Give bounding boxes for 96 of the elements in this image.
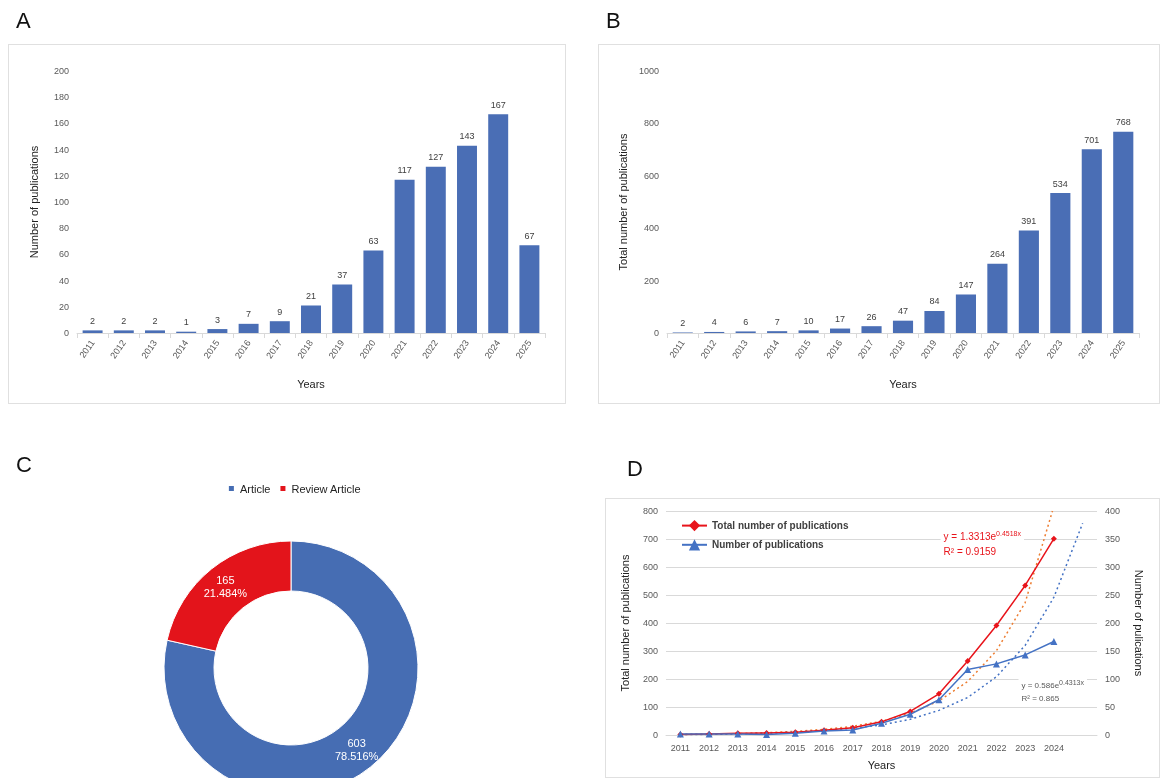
data-label: 127 xyxy=(428,152,444,163)
y2-tick-label: 150 xyxy=(1105,646,1121,656)
data-label: 391 xyxy=(1021,216,1037,227)
y2-tick-label: 200 xyxy=(1105,618,1121,628)
y-tick-label: 0 xyxy=(63,328,69,338)
y-tick-label: 140 xyxy=(53,144,69,155)
data-label: 4 xyxy=(711,317,717,328)
x-tick-label: 2020 xyxy=(928,742,949,753)
y-tick-label: 100 xyxy=(53,197,69,207)
y-axis-title: Total number of publications xyxy=(618,554,631,692)
data-label: 147 xyxy=(958,279,974,290)
chart-title: B xyxy=(606,8,621,34)
data-label: 37 xyxy=(337,270,348,281)
x-axis-title: Years xyxy=(297,377,326,390)
y-tick-label: 160 xyxy=(53,118,69,129)
y-tick-label: 800 xyxy=(642,506,658,516)
y-tick-label: 500 xyxy=(642,590,658,600)
data-label: 603 78.516% xyxy=(334,737,379,763)
data-label: 701 xyxy=(1084,134,1100,145)
chart-title: C xyxy=(16,452,32,478)
data-label: 2 xyxy=(90,315,96,326)
data-label: 2 xyxy=(121,315,127,326)
y-tick-label: 400 xyxy=(643,223,659,234)
y2-axis-title: Number of pulications xyxy=(1132,569,1145,677)
x-tick-label: 2019 xyxy=(900,742,921,753)
x-axis-title: Years xyxy=(889,377,918,390)
data-label: 534 xyxy=(1052,178,1068,189)
data-label: 2 xyxy=(680,317,686,328)
chart-title: A xyxy=(16,8,31,34)
x-tick-label: 2011 xyxy=(670,742,691,753)
legend-label: Total number of publications xyxy=(712,520,849,532)
data-label: 10 xyxy=(803,315,814,326)
y2-tick-label: 100 xyxy=(1105,674,1121,684)
y-tick-label: 20 xyxy=(58,301,69,312)
y-tick-label: 40 xyxy=(58,275,69,286)
x-tick-label: 2017 xyxy=(842,742,863,753)
data-label: 167 xyxy=(490,99,506,110)
legend-label: Article xyxy=(239,482,271,495)
x-tick-label: 2012 xyxy=(699,742,720,753)
data-label: 143 xyxy=(459,131,475,142)
x-tick-label: 2016 xyxy=(814,742,835,753)
legend-label: Number of publications xyxy=(712,539,825,551)
x-tick-label: 2018 xyxy=(871,742,892,753)
data-label: 17 xyxy=(835,314,846,325)
chart-title: D xyxy=(627,456,643,482)
data-label: 1 xyxy=(183,317,189,328)
x-tick-label: 2023 xyxy=(1015,742,1036,753)
y-tick-label: 1000 xyxy=(638,66,659,76)
y2-tick-label: 300 xyxy=(1105,562,1121,572)
data-label: 768 xyxy=(1115,117,1131,128)
x-tick-label: 2021 xyxy=(957,742,978,753)
y2-tick-label: 350 xyxy=(1105,534,1121,544)
y-tick-label: 300 xyxy=(642,646,658,656)
y-tick-label: 60 xyxy=(58,249,69,260)
y-tick-label: 100 xyxy=(642,702,658,712)
data-label: 117 xyxy=(397,165,412,176)
y-tick-label: 600 xyxy=(643,170,659,181)
y-tick-label: 80 xyxy=(58,223,69,234)
y-tick-label: 800 xyxy=(643,118,659,129)
y-tick-label: 600 xyxy=(642,562,658,572)
y-tick-label: 200 xyxy=(53,66,69,76)
legend-label: Review Article xyxy=(291,482,361,495)
x-tick-label: 2014 xyxy=(756,742,777,753)
data-label: 67 xyxy=(524,230,535,241)
y-tick-label: 200 xyxy=(643,275,659,286)
data-label: 165 21.484% xyxy=(203,573,248,599)
y-tick-label: 0 xyxy=(653,328,659,338)
y-tick-label: 200 xyxy=(642,674,658,684)
x-tick-label: 2024 xyxy=(1043,742,1064,753)
x-tick-label: 2013 xyxy=(727,742,748,753)
data-label: 21 xyxy=(305,290,317,301)
y-tick-label: 400 xyxy=(642,618,658,628)
y2-tick-label: 0 xyxy=(1105,730,1111,740)
x-axis-title: Years xyxy=(867,758,896,771)
data-label: 63 xyxy=(368,235,379,246)
data-label: 7 xyxy=(246,309,252,320)
data-label: 3 xyxy=(214,314,220,325)
y-tick-label: 0 xyxy=(652,730,658,740)
data-label: 7 xyxy=(774,316,780,327)
y2-tick-label: 250 xyxy=(1105,590,1121,600)
y-axis-title: Total number of publications xyxy=(616,133,629,271)
x-tick-label: 2022 xyxy=(986,742,1007,753)
data-label: 6 xyxy=(743,316,749,327)
y2-tick-label: 400 xyxy=(1105,506,1121,516)
data-label: 26 xyxy=(866,311,877,322)
data-label: 47 xyxy=(897,306,909,317)
y-tick-label: 120 xyxy=(53,170,69,181)
y-tick-label: 700 xyxy=(642,534,658,544)
data-label: 2 xyxy=(152,315,158,326)
data-label: 264 xyxy=(989,249,1005,260)
x-tick-label: 2015 xyxy=(785,742,806,753)
data-label: 9 xyxy=(277,306,283,317)
y2-tick-label: 50 xyxy=(1105,702,1116,712)
y-tick-label: 180 xyxy=(53,92,69,103)
data-label: 84 xyxy=(929,296,940,307)
y-axis-title: Number of publications xyxy=(27,145,40,259)
